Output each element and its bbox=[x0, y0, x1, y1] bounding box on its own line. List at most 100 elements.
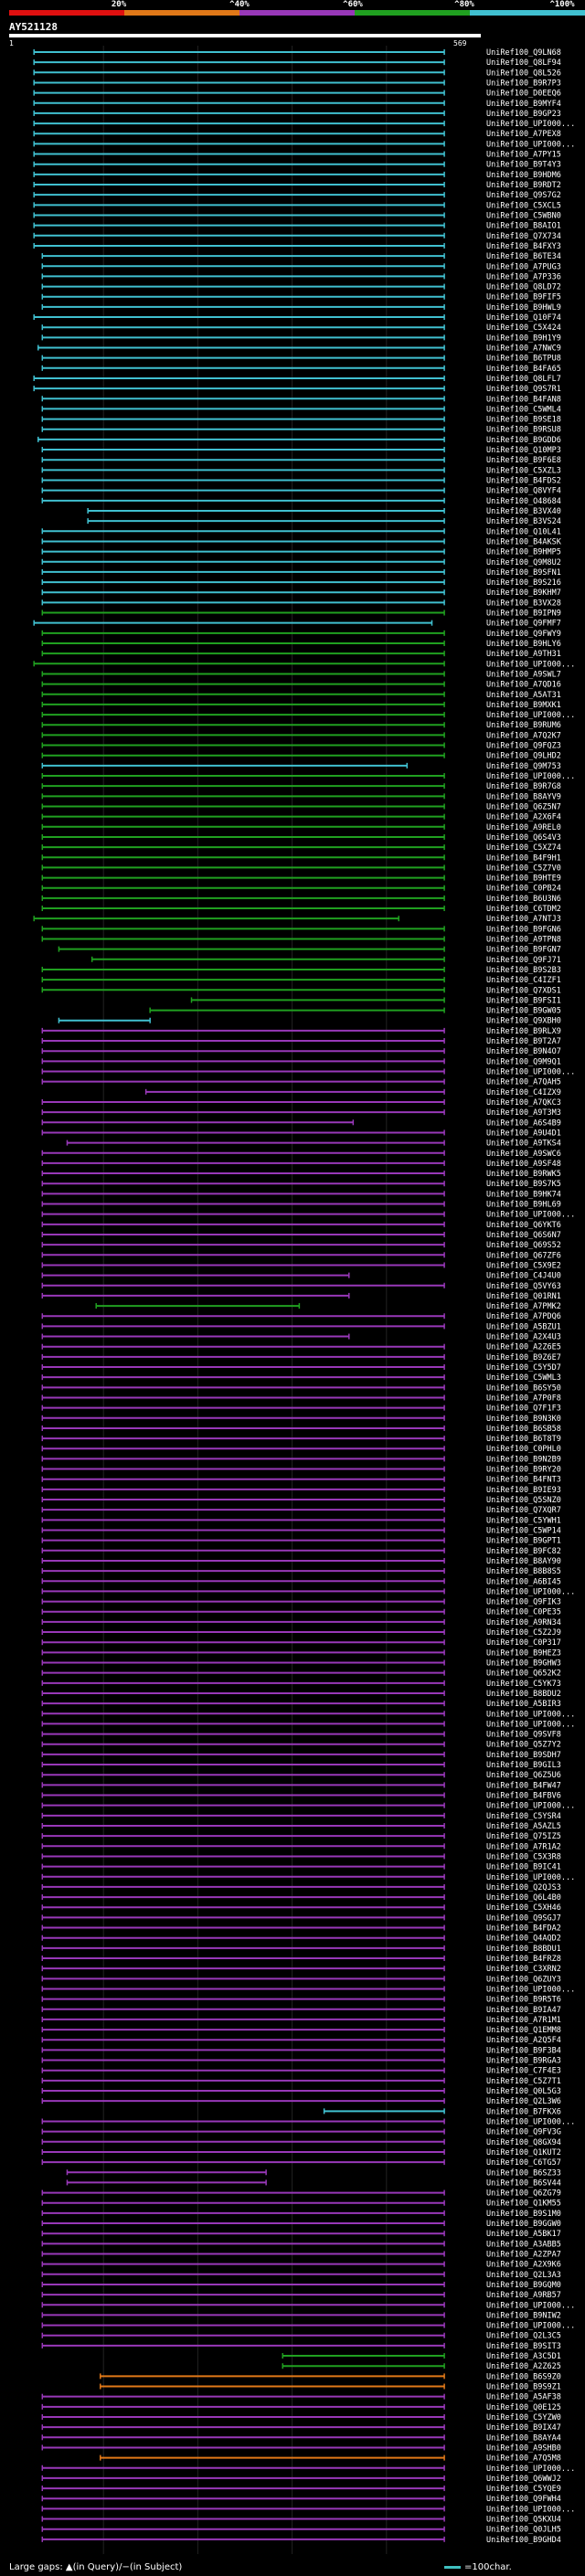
hit-row[interactable]: UniRef100_Q9FWH4 bbox=[41, 2495, 561, 2504]
hit-label[interactable]: UniRef100_C5X9E2 bbox=[486, 1261, 561, 1270]
hit-label[interactable]: UniRef100_B9HL69 bbox=[486, 1201, 561, 1210]
hit-label[interactable]: UniRef100_A7NWC9 bbox=[486, 344, 561, 353]
hit-row[interactable]: UniRef100_UPI000... bbox=[41, 2505, 575, 2514]
hit-row[interactable]: UniRef100_Q9LN68 bbox=[33, 48, 561, 58]
hit-label[interactable]: UniRef100_UPI000... bbox=[486, 140, 575, 149]
hit-label[interactable]: UniRef100_C0P317 bbox=[486, 1638, 561, 1648]
hit-label[interactable]: UniRef100_B4FAN8 bbox=[486, 395, 561, 404]
hit-row[interactable]: UniRef100_Q9LHD2 bbox=[41, 752, 561, 761]
hit-label[interactable]: UniRef100_UPI000... bbox=[486, 2301, 575, 2310]
hit-row[interactable]: UniRef100_A2X4U3 bbox=[41, 1333, 561, 1342]
hit-label[interactable]: UniRef100_B4FDS2 bbox=[486, 477, 561, 486]
hit-label[interactable]: UniRef100_B3VX28 bbox=[486, 599, 561, 608]
hit-label[interactable]: UniRef100_UPI000... bbox=[486, 2117, 575, 2126]
hit-label[interactable]: UniRef100_Q8GX94 bbox=[486, 2138, 561, 2147]
hit-label[interactable]: UniRef100_B9KHM7 bbox=[486, 588, 561, 598]
hit-label[interactable]: UniRef100_C5XH46 bbox=[486, 1903, 561, 1913]
hit-row[interactable]: UniRef100_C7F4E3 bbox=[41, 2067, 561, 2076]
hit-label[interactable]: UniRef100_Q9FV3G bbox=[486, 2128, 561, 2137]
hit-label[interactable]: UniRef100_B9S216 bbox=[486, 578, 561, 588]
hit-label[interactable]: UniRef100_B8AIO1 bbox=[486, 222, 561, 231]
hit-label[interactable]: UniRef100_A7PUG3 bbox=[486, 262, 561, 271]
hit-row[interactable]: UniRef100_B9S1M0 bbox=[41, 2210, 561, 2219]
hit-label[interactable]: UniRef100_UPI000... bbox=[486, 1802, 575, 1811]
hit-label[interactable]: UniRef100_B9FGN7 bbox=[486, 946, 561, 955]
hit-row[interactable]: UniRef100_B9KHM7 bbox=[41, 588, 561, 598]
hit-row[interactable]: UniRef100_Q6S4V3 bbox=[41, 833, 561, 843]
hit-row[interactable]: UniRef100_B9SE18 bbox=[41, 416, 561, 425]
hit-row[interactable]: UniRef100_Q5VY63 bbox=[41, 1282, 561, 1291]
hit-row[interactable]: UniRef100_B4F9H1 bbox=[41, 853, 561, 863]
hit-label[interactable]: UniRef100_B9HK74 bbox=[486, 1190, 561, 1199]
hit-label[interactable]: UniRef100_A2X9K6 bbox=[486, 2261, 561, 2270]
hit-row[interactable]: UniRef100_B9IE93 bbox=[41, 1486, 561, 1495]
hit-label[interactable]: UniRef100_Q75IZ5 bbox=[486, 1832, 561, 1841]
hit-label[interactable]: UniRef100_B4AKSK bbox=[486, 537, 562, 546]
hit-label[interactable]: UniRef100_C5XZ74 bbox=[486, 843, 561, 853]
hit-label[interactable]: UniRef100_Q9FWY9 bbox=[486, 630, 561, 639]
hit-row[interactable]: UniRef100_A7R1M1 bbox=[41, 2016, 561, 2025]
hit-row[interactable]: UniRef100_B3VX28 bbox=[41, 599, 561, 608]
hit-label[interactable]: UniRef100_B9HTE9 bbox=[486, 875, 561, 884]
hit-label[interactable]: UniRef100_B9RUM6 bbox=[486, 721, 561, 730]
hit-label[interactable]: UniRef100_B6T8T9 bbox=[486, 1435, 561, 1444]
hit-label[interactable]: UniRef100_B9FIF5 bbox=[486, 293, 561, 302]
hit-label[interactable]: UniRef100_UPI000... bbox=[486, 1710, 575, 1719]
hit-label[interactable]: UniRef100_B4F9H1 bbox=[486, 853, 561, 863]
hit-label[interactable]: UniRef100_Q8LF94 bbox=[486, 58, 561, 68]
hit-row[interactable]: UniRef100_C5XZL3 bbox=[41, 466, 561, 475]
hit-row[interactable]: UniRef100_Q2L3W6 bbox=[41, 2097, 561, 2106]
hit-label[interactable]: UniRef100_UPI000... bbox=[486, 711, 575, 720]
hit-label[interactable]: UniRef100_B9HLY6 bbox=[486, 640, 561, 649]
hit-row[interactable]: UniRef100_Q9FMF7 bbox=[33, 620, 561, 629]
hit-label[interactable]: UniRef100_A9SWC6 bbox=[486, 1150, 561, 1159]
hit-label[interactable]: UniRef100_C6TG57 bbox=[486, 2158, 561, 2168]
hit-label[interactable]: UniRef100_Q6S4V3 bbox=[486, 833, 561, 843]
hit-label[interactable]: UniRef100_Q1KUT2 bbox=[486, 2148, 561, 2157]
hit-label[interactable]: UniRef100_B9HEZ3 bbox=[486, 1648, 561, 1658]
hit-label[interactable]: UniRef100_B6U3N6 bbox=[486, 895, 561, 904]
hit-row[interactable]: UniRef100_Q4AQD2 bbox=[41, 1935, 561, 1944]
hit-label[interactable]: UniRef100_B9T4Y3 bbox=[486, 161, 561, 170]
hit-row[interactable]: UniRef100_A5AF38 bbox=[41, 2393, 561, 2402]
hit-row[interactable]: UniRef100_Q8LD72 bbox=[41, 283, 561, 292]
hit-row[interactable]: UniRef100_B9FGN7 bbox=[58, 946, 561, 955]
hit-label[interactable]: UniRef100_A7R1M1 bbox=[486, 2016, 561, 2025]
hit-row[interactable]: UniRef100_A7PDQ6 bbox=[41, 1312, 561, 1321]
hit-label[interactable]: UniRef100_Q9SVF8 bbox=[486, 1731, 561, 1740]
hit-row[interactable]: UniRef100_UPI000... bbox=[41, 1587, 575, 1596]
hit-label[interactable]: UniRef100_B9MYF4 bbox=[486, 100, 561, 109]
hit-row[interactable]: UniRef100_A7PEX8 bbox=[33, 130, 561, 139]
hit-label[interactable]: UniRef100_A3ABB5 bbox=[486, 2240, 561, 2249]
hit-row[interactable]: UniRef100_Q9FWY9 bbox=[41, 630, 561, 639]
hit-label[interactable]: UniRef100_Q5Z7Y2 bbox=[486, 1741, 561, 1750]
hit-label[interactable]: UniRef100_C5YWH1 bbox=[486, 1516, 561, 1525]
hit-label[interactable]: UniRef100_C5XZL3 bbox=[486, 466, 561, 475]
hit-row[interactable]: UniRef100_B6SY50 bbox=[41, 1383, 561, 1393]
hit-row[interactable]: UniRef100_Q5SNZ0 bbox=[41, 1496, 561, 1505]
hit-row[interactable]: UniRef100_B8BDU1 bbox=[41, 1945, 561, 1954]
hit-label[interactable]: UniRef100_C6TDM2 bbox=[486, 905, 561, 914]
hit-row[interactable]: UniRef100_C5XH46 bbox=[41, 1903, 561, 1913]
hit-label[interactable]: UniRef100_Q9LHD2 bbox=[486, 752, 561, 761]
hit-label[interactable]: UniRef100_UPI000... bbox=[486, 1720, 575, 1729]
hit-label[interactable]: UniRef100_B9NIW2 bbox=[486, 2311, 561, 2320]
hit-row[interactable]: UniRef100_C5YSR4 bbox=[41, 1812, 561, 1821]
hit-label[interactable]: UniRef100_A2ZPA7 bbox=[486, 2251, 561, 2260]
hit-label[interactable]: UniRef100_B8AY90 bbox=[486, 1557, 561, 1566]
hit-label[interactable]: UniRef100_UPI000... bbox=[486, 1873, 575, 1882]
hit-label[interactable]: UniRef100_C7F4E3 bbox=[486, 2067, 561, 2076]
hit-row[interactable]: UniRef100_Q6YKT6 bbox=[41, 1221, 561, 1230]
hit-label[interactable]: UniRef100_Q6S6N7 bbox=[486, 1231, 561, 1240]
hit-row[interactable]: UniRef100_C6TG57 bbox=[41, 2158, 561, 2168]
hit-label[interactable]: UniRef100_B4FNT3 bbox=[486, 1476, 561, 1485]
hit-row[interactable]: UniRef100_Q9FV3G bbox=[41, 2128, 561, 2137]
hit-row[interactable]: UniRef100_Q0JLH5 bbox=[41, 2526, 561, 2535]
hit-row[interactable]: UniRef100_B9SFN1 bbox=[41, 568, 561, 578]
hit-row[interactable]: UniRef100_B4FBV6 bbox=[41, 1792, 561, 1801]
hit-label[interactable]: UniRef100_C0PB24 bbox=[486, 885, 561, 894]
hit-row[interactable]: UniRef100_B9IPN9 bbox=[41, 610, 561, 619]
hit-row[interactable]: UniRef100_C5WML3 bbox=[41, 1373, 561, 1383]
hit-row[interactable]: UniRef100_A7PY15 bbox=[33, 151, 561, 160]
hit-label[interactable]: UniRef100_A7QD16 bbox=[486, 681, 561, 690]
